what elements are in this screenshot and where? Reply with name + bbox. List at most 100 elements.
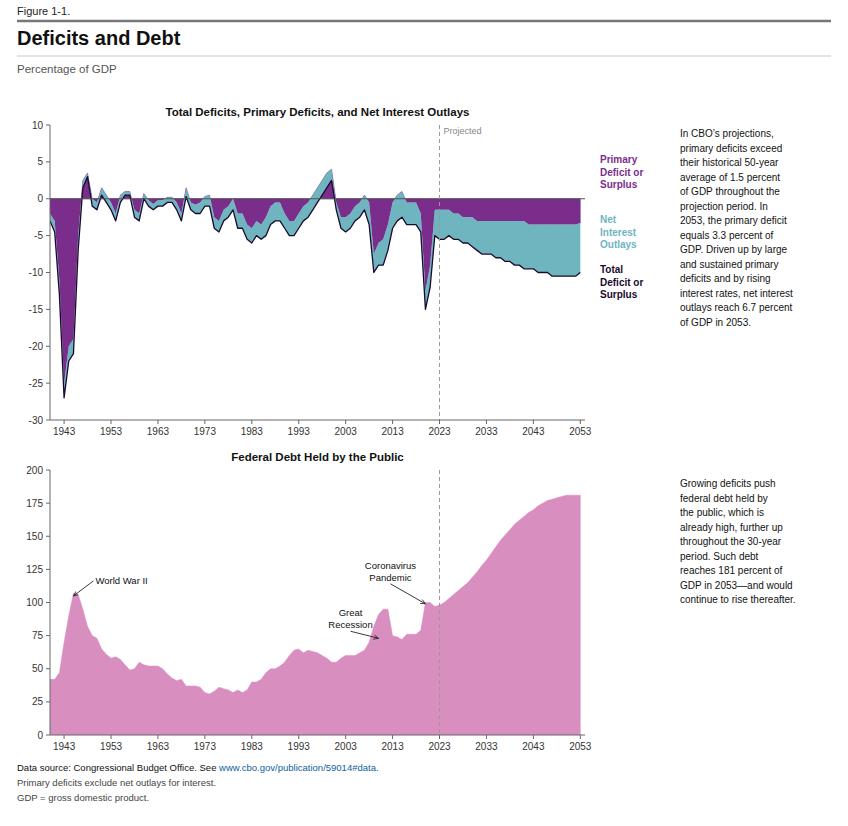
text-line: Coronavirus (365, 560, 416, 571)
annotation-arrow (351, 631, 379, 638)
text-line: 2043 (522, 426, 545, 437)
figure: Figure 1-1.Deficits and DebtPercentage o… (0, 0, 848, 826)
y-tick-label: -20 (29, 341, 44, 352)
y-tick-label: 0 (37, 193, 43, 204)
text-line: of GDP in 2053. (680, 317, 751, 328)
band (50, 169, 580, 398)
x-tick (157, 420, 158, 424)
x-tick-label: 2023 (428, 741, 451, 752)
y-tick (46, 701, 50, 702)
header-rule (17, 20, 831, 23)
text-line: reaches 181 percent of (680, 565, 783, 576)
text-line: 0 (37, 193, 43, 204)
text-line: equals 3.3 percent of (680, 230, 774, 241)
annotation-arrow (390, 584, 425, 604)
text-line: 1943 (53, 741, 76, 752)
plot-area (50, 470, 580, 735)
title: Deficits and Debt (17, 27, 181, 49)
text-line: 175 (26, 498, 43, 509)
text-line: Figure 1-1. (17, 5, 70, 17)
y-tick (46, 383, 50, 384)
text-line: 25 (32, 696, 44, 707)
text-line: 1963 (147, 741, 170, 752)
x-tick-label: 1943 (53, 741, 76, 752)
x-tick (204, 735, 205, 739)
text-line: the public, which is (680, 507, 764, 518)
text-line: Deficit or (600, 277, 643, 288)
y-tick-label: 100 (26, 597, 43, 608)
x-tick (251, 735, 252, 739)
text-line: already high, further up (680, 522, 783, 533)
y-tick-label: 75 (32, 630, 44, 641)
y-tick (46, 309, 50, 310)
text-line: interest rates, net interest (680, 288, 793, 299)
x-tick-label: 2023 (428, 426, 451, 437)
x-tick-label: 2053 (569, 426, 592, 437)
text-line: GDP = gross domestic product. (17, 792, 149, 803)
x-tick-label: 2043 (522, 426, 545, 437)
text-line: Outlays (600, 239, 637, 250)
text-line: -25 (29, 378, 44, 389)
text-line: of GDP throughout the (680, 186, 780, 197)
y-tick-label: -15 (29, 304, 44, 315)
legend-entry: PrimaryDeficit orSurplus (600, 154, 643, 190)
text-line: 2033 (475, 741, 498, 752)
figure-label: Figure 1-1. (17, 5, 70, 17)
text-line: 1993 (288, 741, 311, 752)
y-tick-label: 150 (26, 531, 43, 542)
y-tick-label: -10 (29, 267, 44, 278)
side-note: In CBO’s projections,primary deficits ex… (680, 128, 793, 328)
text-line: 2053 (569, 426, 592, 437)
text-line: Surplus (600, 289, 638, 300)
y-tick-label: 200 (26, 465, 43, 476)
x-tick (392, 420, 393, 424)
text-line: 2013 (381, 741, 404, 752)
text-line: -20 (29, 341, 44, 352)
text-line: deficits and by rising (680, 273, 771, 284)
chart-title: Total Deficits, Primary Deficits, and Ne… (166, 106, 470, 118)
x-tick (111, 735, 112, 739)
line (50, 177, 580, 398)
y-tick-label: 5 (37, 156, 43, 167)
text-line: In CBO’s projections, (680, 128, 774, 139)
text-line: Net (600, 214, 617, 225)
x-tick-label: 1973 (194, 741, 217, 752)
y-tick (46, 735, 50, 736)
y-tick (46, 503, 50, 504)
x-tick-label: 2033 (475, 426, 498, 437)
text-line: Interest (600, 227, 637, 238)
text-line: 2003 (335, 426, 358, 437)
y-tick (46, 235, 50, 236)
text-line: federal debt held by (680, 493, 768, 504)
y-tick-label: 0 (37, 730, 43, 741)
projection-line (439, 125, 440, 420)
x-tick (580, 735, 581, 739)
legend-entry: Net InterestOutlays (600, 214, 637, 250)
text-line: 2033 (475, 426, 498, 437)
text-line: period. Such debt (680, 551, 759, 562)
x-axis (50, 735, 585, 736)
y-tick-label: 25 (32, 696, 44, 707)
area (50, 495, 580, 735)
text-line: Great (339, 607, 363, 618)
text-line: 1983 (241, 426, 264, 437)
title-rule (17, 56, 831, 57)
y-tick (46, 536, 50, 537)
footnote: Primary deficits exclude net outlays for… (17, 777, 216, 788)
text-line: 2023 (428, 426, 451, 437)
x-tick-label: 1973 (194, 426, 217, 437)
chart: Federal Debt Held by the Public194319531… (26, 451, 795, 752)
text-line: 2053 (569, 741, 592, 752)
x-axis (50, 420, 585, 421)
x-tick-label: 1953 (100, 741, 123, 752)
text-line: Deficit or (600, 167, 643, 178)
y-tick-label: 50 (32, 663, 44, 674)
y-tick (46, 668, 50, 669)
x-tick (157, 735, 158, 739)
y-tick-label: 125 (26, 564, 43, 575)
x-tick (533, 735, 534, 739)
text-line: 2003 (335, 741, 358, 752)
text-line: Recession (328, 619, 372, 630)
text-line: 1973 (194, 741, 217, 752)
text-line: throughout the 30-year (680, 536, 782, 547)
